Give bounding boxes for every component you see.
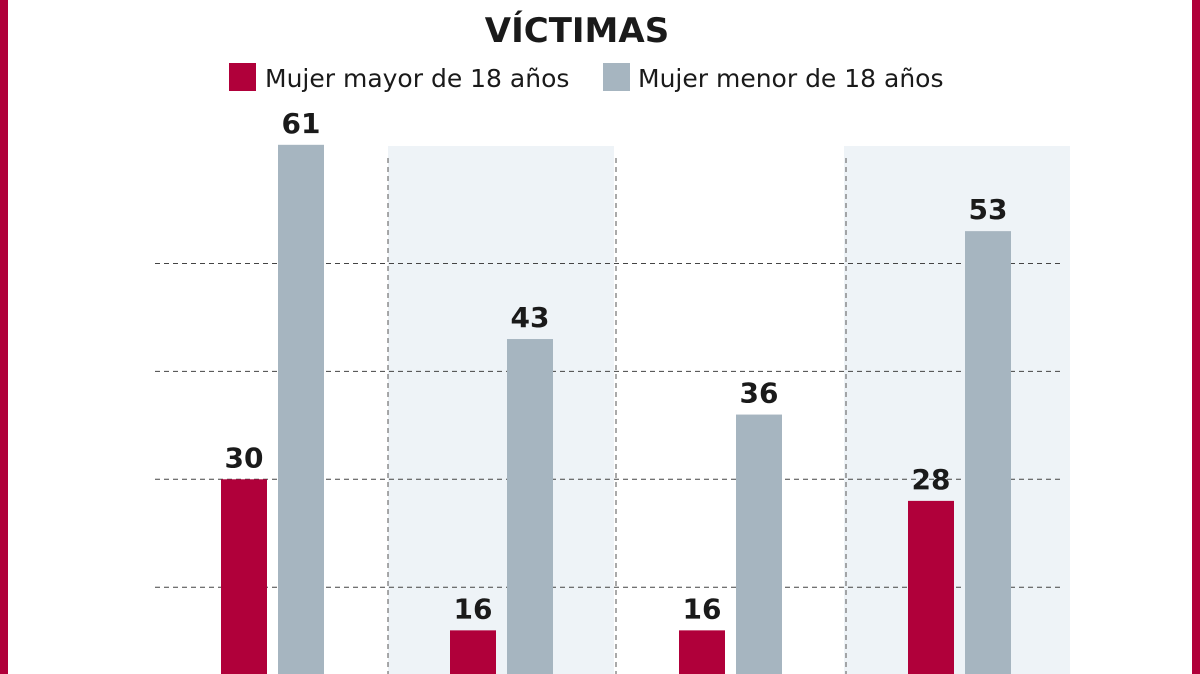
legend-label-menor: Mujer menor de 18 años [638,64,944,93]
data-label: 16 [683,592,722,625]
data-label: 30 [225,441,264,474]
bar-mayor [679,630,725,674]
data-label: 61 [282,107,321,140]
right-border [1192,0,1200,674]
bar-menor [965,231,1011,674]
legend-swatch-mayor [229,63,256,91]
background-band [388,146,614,674]
data-label: 28 [912,463,951,496]
bar-menor [507,339,553,674]
bar-menor [736,414,782,674]
bar-mayor [908,500,954,674]
bar-menor [278,144,324,674]
left-border [0,0,8,674]
chart-title: VÍCTIMAS [485,10,669,51]
bar-mayor [221,479,267,674]
background-band [844,146,1070,674]
bar-mayor [450,630,496,674]
legend-label-mayor: Mujer mayor de 18 años [265,64,569,93]
data-label: 16 [454,592,493,625]
data-label: 53 [969,193,1008,226]
data-label: 36 [740,377,779,410]
legend-swatch-menor [603,63,630,91]
data-label: 43 [511,301,550,334]
